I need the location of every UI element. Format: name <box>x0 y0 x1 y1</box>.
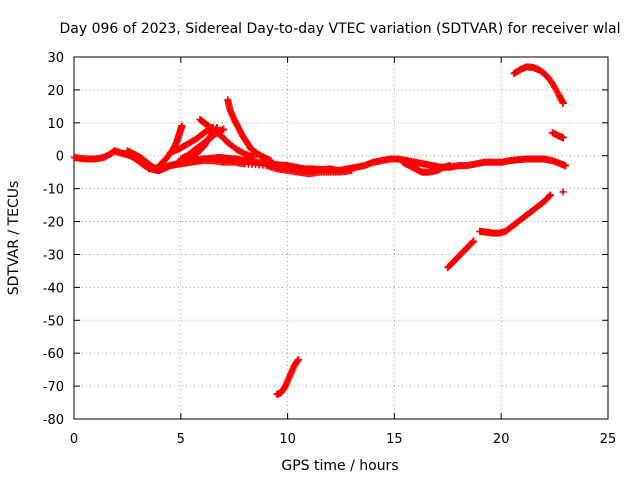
y-tick-label: -10 <box>43 183 64 198</box>
y-tick-label: -70 <box>43 380 64 395</box>
y-tick-label: 10 <box>47 117 64 132</box>
x-tick-label: 15 <box>386 432 403 447</box>
x-tick-label: 25 <box>600 432 617 447</box>
data-point <box>545 192 553 200</box>
series-arc-17-18 <box>444 237 477 272</box>
data-point <box>267 157 275 165</box>
series-arc-low-10 <box>273 356 302 398</box>
data-point <box>249 153 257 161</box>
y-tick-label: -50 <box>43 314 64 329</box>
plot-area-frame <box>73 56 609 420</box>
data-point <box>559 99 567 107</box>
data-point <box>559 188 567 196</box>
series-arc-5-7 <box>187 124 221 163</box>
data-point <box>546 191 554 199</box>
y-tick-label: -30 <box>43 248 64 263</box>
data-point <box>294 356 302 364</box>
data-point <box>348 167 356 175</box>
x-tick-label: 0 <box>70 432 78 447</box>
series-arc-23 <box>559 188 567 196</box>
series-arc-lower-band <box>145 157 356 178</box>
chart-title: Day 096 of 2023, Sidereal Day-to-day VTE… <box>59 21 620 37</box>
series-arc-16-17 <box>399 158 454 176</box>
data-point <box>469 237 477 245</box>
y-tick-label: -20 <box>43 216 64 231</box>
series-arc-2-3 <box>123 147 163 175</box>
data-points <box>70 63 569 398</box>
data-point <box>559 134 567 142</box>
series-arc-7-8 <box>224 96 275 165</box>
grid <box>74 57 608 419</box>
y-tick-label: -60 <box>43 347 64 362</box>
y-tick-label: -80 <box>43 413 64 428</box>
y-tick-label: 20 <box>47 84 64 99</box>
axis-ticks: 0 5 10 15 20 25 30 20 10 0 -10 -20 -30 -40 -50 -60 -70 -8… <box>43 51 617 447</box>
x-tick-label: 20 <box>493 432 510 447</box>
y-tick-label: 30 <box>47 51 64 66</box>
series-arc-22-23 <box>548 129 567 142</box>
data-point <box>468 238 476 246</box>
data-point <box>561 162 569 170</box>
x-axis-label: GPS time / hours <box>281 458 398 474</box>
data-point <box>446 162 454 170</box>
x-tick-label: 5 <box>177 432 185 447</box>
y-axis-label: SDTVAR / TECUs <box>6 181 22 296</box>
series-arc-6-7 <box>196 116 257 161</box>
data-point <box>220 125 228 133</box>
x-tick-label: 10 <box>279 432 296 447</box>
y-tick-label: 0 <box>56 150 64 165</box>
series-arc-21-23 <box>510 63 567 107</box>
series-arc-19-23 <box>476 191 554 237</box>
data-point <box>178 122 186 130</box>
y-tick-label: -40 <box>43 281 64 296</box>
